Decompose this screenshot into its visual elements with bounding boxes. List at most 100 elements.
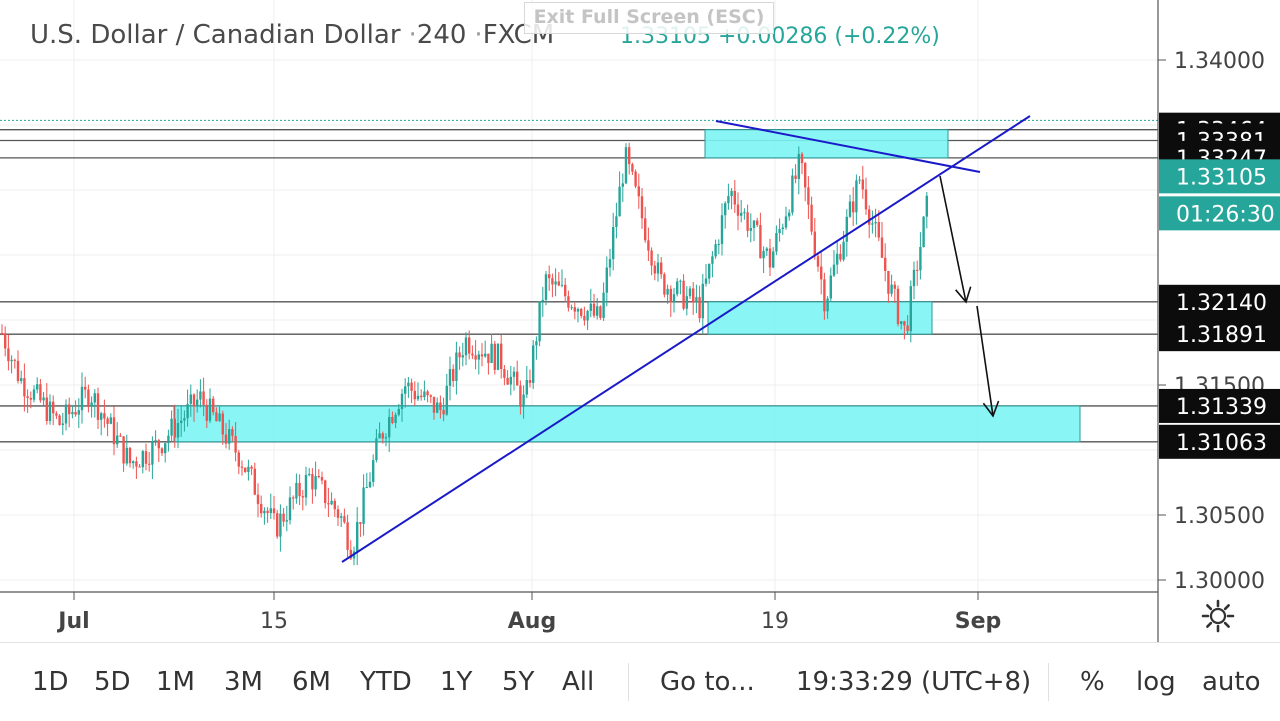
candle-body bbox=[432, 396, 436, 413]
candle-body bbox=[292, 497, 295, 499]
candle-body bbox=[884, 257, 887, 271]
candle-body bbox=[762, 250, 765, 259]
candle-body bbox=[711, 256, 714, 264]
candle-body bbox=[141, 451, 144, 468]
candle-body bbox=[324, 480, 327, 504]
price-label-text: 01:26:30 bbox=[1176, 202, 1275, 227]
candle-body bbox=[685, 296, 688, 309]
candle-body bbox=[410, 382, 413, 391]
candle-body bbox=[903, 321, 906, 326]
range-1y[interactable]: 1Y bbox=[440, 667, 473, 697]
candlestick-series bbox=[0, 142, 928, 566]
toolbar-divider bbox=[1048, 663, 1049, 701]
candle-body bbox=[637, 186, 640, 197]
candle-body bbox=[103, 413, 106, 419]
candle-body bbox=[743, 212, 746, 214]
candle-body bbox=[384, 437, 388, 439]
candle-body bbox=[52, 401, 55, 414]
candle-body bbox=[378, 433, 381, 439]
candle-body bbox=[237, 452, 240, 467]
range-1m[interactable]: 1M bbox=[156, 667, 195, 697]
candle-body bbox=[413, 390, 416, 400]
candle-body bbox=[448, 369, 452, 386]
candle-body bbox=[365, 487, 368, 489]
arrow-down-1 bbox=[939, 175, 967, 303]
range-ytd[interactable]: YTD bbox=[360, 667, 412, 697]
price-chart[interactable]: 1.340001.315001.305001.300001.334641.333… bbox=[0, 0, 1280, 642]
candle-body bbox=[519, 385, 522, 407]
candle-body bbox=[458, 352, 461, 358]
candle-body bbox=[522, 394, 525, 407]
candle-body bbox=[836, 253, 839, 265]
candle-body bbox=[295, 483, 298, 499]
candle-body bbox=[621, 183, 624, 187]
range-3m[interactable]: 3M bbox=[224, 667, 263, 697]
candle-body bbox=[538, 301, 541, 342]
candle-body bbox=[672, 294, 676, 303]
price-label-text: 1.31339 bbox=[1176, 395, 1267, 420]
candle-body bbox=[212, 398, 215, 413]
candle-body bbox=[768, 248, 772, 268]
percent-scale-button[interactable]: % bbox=[1080, 667, 1105, 697]
candle-body bbox=[199, 391, 202, 400]
candle-body bbox=[580, 308, 583, 316]
candle-body bbox=[55, 413, 58, 416]
arrow-down-2-head bbox=[982, 400, 1000, 418]
auto-scale-button[interactable]: auto bbox=[1202, 667, 1261, 697]
candle-body bbox=[839, 253, 842, 260]
candle-body bbox=[288, 497, 292, 521]
candle-body bbox=[554, 281, 557, 285]
candle-body bbox=[468, 337, 471, 354]
candle-body bbox=[656, 262, 660, 274]
candle-body bbox=[269, 508, 272, 514]
candle-body bbox=[58, 415, 61, 425]
candle-body bbox=[445, 385, 448, 415]
candle-body bbox=[4, 333, 7, 349]
range-5d[interactable]: 5D bbox=[94, 667, 131, 697]
candle-body bbox=[775, 233, 778, 252]
range-5y[interactable]: 5Y bbox=[502, 667, 535, 697]
price-tick-label: 1.30000 bbox=[1174, 569, 1265, 594]
candle-body bbox=[826, 298, 829, 312]
candle-body bbox=[919, 246, 922, 271]
candle-body bbox=[192, 394, 196, 407]
toolbar-divider bbox=[628, 663, 629, 701]
candle-body bbox=[848, 201, 852, 217]
candle-body bbox=[688, 288, 692, 297]
candle-body bbox=[282, 513, 285, 522]
candle-body bbox=[61, 423, 64, 425]
candle-body bbox=[820, 266, 823, 280]
candle-body bbox=[221, 413, 224, 435]
candle-body bbox=[260, 503, 263, 514]
candle-body bbox=[573, 307, 576, 312]
time-tick-label: Aug bbox=[508, 609, 556, 634]
candle-body bbox=[311, 474, 314, 490]
exit-fullscreen-button[interactable]: Exit Full Screen (ESC) bbox=[524, 2, 774, 34]
log-scale-button[interactable]: log bbox=[1136, 667, 1176, 697]
candle-body bbox=[669, 288, 672, 303]
range-1d[interactable]: 1D bbox=[32, 667, 69, 697]
candle-body bbox=[135, 461, 138, 467]
candle-body bbox=[336, 509, 340, 518]
gear-icon[interactable] bbox=[1200, 598, 1236, 634]
candle-body bbox=[0, 333, 4, 334]
range-all[interactable]: All bbox=[562, 667, 595, 697]
candle-body bbox=[234, 435, 237, 453]
price-tick-label: 1.30500 bbox=[1174, 504, 1265, 529]
price-tick-label: 1.34000 bbox=[1174, 49, 1265, 74]
candle-body bbox=[567, 296, 570, 308]
price-label-box bbox=[1159, 159, 1280, 194]
candle-body bbox=[800, 153, 804, 164]
timezone-clock[interactable]: 19:33:29 (UTC+8) bbox=[796, 667, 1032, 697]
candle-body bbox=[20, 378, 23, 382]
goto-date-button[interactable]: Go to... bbox=[660, 667, 755, 697]
candle-body bbox=[356, 522, 359, 552]
range-6m[interactable]: 6M bbox=[292, 667, 331, 697]
candle-body bbox=[84, 386, 87, 390]
zone-rect bbox=[173, 405, 1081, 443]
candle-body bbox=[349, 549, 352, 559]
symbol-header: U.S. Dollar / Canadian Dollar ·240 ·FXCM bbox=[30, 20, 555, 50]
candle-body bbox=[23, 378, 26, 397]
price-label-box bbox=[1159, 317, 1280, 352]
candle-body bbox=[256, 494, 260, 504]
